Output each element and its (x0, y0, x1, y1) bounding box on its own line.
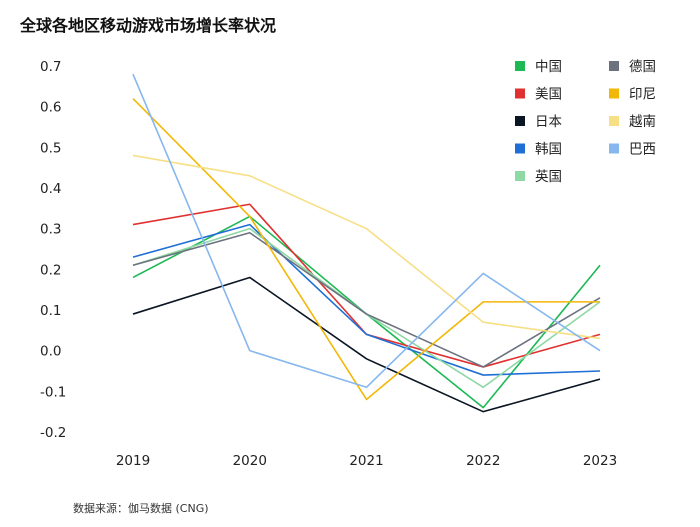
x-tick-label: 2021 (349, 453, 383, 469)
legend-swatch (515, 171, 525, 181)
source-note: 数据来源：伽马数据 (CNG) (73, 502, 209, 515)
legend-label: 英国 (535, 168, 562, 185)
series-line (132, 154, 601, 340)
series-line (132, 73, 601, 389)
legend-swatch (515, 143, 525, 154)
chart-title: 全球各地区移动游戏市场增长率状况 (20, 16, 277, 35)
series-line (132, 227, 601, 389)
series-lines (132, 73, 601, 413)
series-line (132, 97, 600, 401)
legend-swatch (515, 61, 525, 71)
legend-swatch (609, 143, 619, 154)
y-tick-label: 0.4 (40, 181, 61, 197)
x-tick-label: 2023 (583, 453, 617, 469)
y-tick-label: 0.7 (40, 59, 61, 75)
y-axis-ticks: 0.7 0.6 0.5 0.4 0.3 0.2 0.1 0.0 -0.1 -0.2 (40, 59, 66, 441)
legend-label: 德国 (629, 59, 656, 75)
legend-label: 日本 (535, 114, 563, 130)
y-tick-label: 0.0 (40, 344, 61, 360)
legend-swatch (609, 88, 619, 99)
legend-label: 美国 (535, 87, 562, 103)
legend-swatch (515, 88, 525, 99)
legend-label: 巴西 (629, 142, 656, 158)
legend-swatch (515, 116, 525, 126)
y-tick-label: 0.6 (40, 100, 61, 116)
legend-label: 印尼 (629, 87, 656, 103)
legend-label: 韩国 (535, 142, 562, 158)
y-tick-label: 0.1 (40, 303, 61, 319)
y-tick-label: 0.3 (40, 222, 61, 238)
x-axis-ticks: 2019 2020 2021 2022 2023 (116, 453, 617, 469)
legend-swatch (609, 116, 619, 126)
x-tick-label: 2022 (466, 453, 500, 469)
legend-label: 中国 (535, 59, 562, 75)
series-line (132, 231, 601, 368)
series-line (132, 276, 601, 413)
x-tick-label: 2020 (233, 453, 267, 469)
y-tick-label: 0.2 (40, 262, 61, 278)
series-line (132, 223, 601, 376)
y-tick-label: -0.1 (40, 384, 66, 400)
y-tick-label: 0.5 (40, 140, 61, 156)
y-tick-label: -0.2 (40, 425, 66, 441)
legend-label: 越南 (629, 114, 656, 130)
legend-swatch (609, 61, 619, 71)
x-tick-label: 2019 (116, 453, 150, 469)
